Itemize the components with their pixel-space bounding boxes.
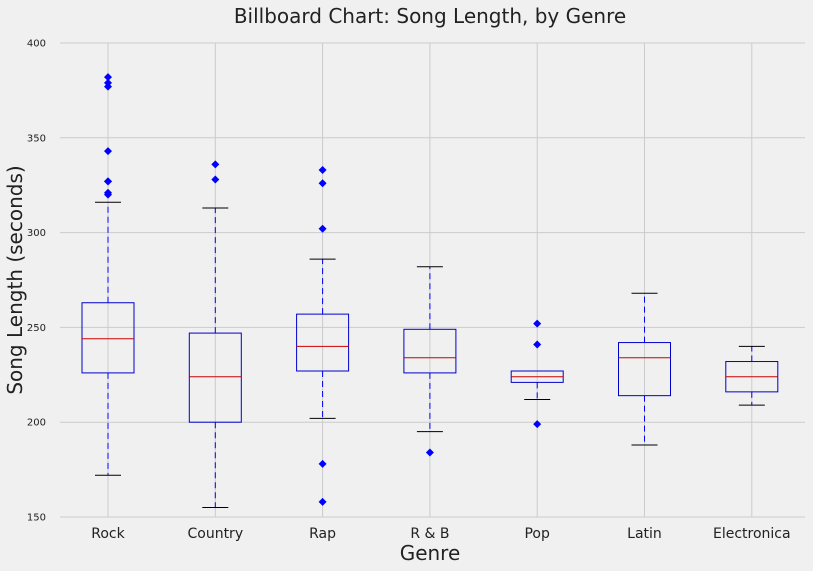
outlier-point	[318, 224, 327, 233]
outlier-point	[104, 177, 112, 186]
iqr-box	[296, 313, 350, 372]
outlier-point	[533, 319, 542, 328]
box-rap	[296, 166, 350, 506]
iqr-box	[403, 328, 457, 374]
box-pop	[510, 319, 564, 429]
y-tick-label: 400	[27, 39, 46, 50]
x-tick-label: Electronica	[713, 526, 791, 542]
y-tick-label: 150	[27, 513, 46, 524]
y-axis-label: Song Length (seconds)	[3, 165, 27, 394]
box-rock	[81, 73, 135, 476]
outlier-point	[533, 420, 542, 429]
chart-title: Billboard Chart: Song Length, by Genre	[234, 4, 626, 28]
outlier-point	[318, 497, 327, 506]
x-axis-categories: Rock Country Rap R & B Pop Latin Electronica	[91, 526, 790, 542]
outlier-point	[533, 340, 542, 349]
outlier-point	[211, 160, 220, 169]
y-tick-label: 350	[27, 133, 46, 144]
x-tick-label: Pop	[524, 526, 550, 542]
x-tick-label: R & B	[410, 526, 449, 542]
grid-lines	[60, 42, 805, 518]
iqr-box	[618, 342, 671, 397]
x-tick-label: Country	[187, 526, 243, 542]
outlier-point	[318, 179, 327, 188]
outlier-point	[318, 459, 327, 468]
outlier-point	[425, 448, 434, 457]
box-r-b	[403, 266, 457, 457]
outlier-point	[104, 147, 112, 156]
y-axis-ticks: 150 200 250 300 350 400	[27, 39, 46, 524]
outlier-point	[104, 78, 112, 87]
iqr-box	[188, 332, 242, 423]
box-series	[81, 73, 779, 509]
iqr-box	[81, 302, 135, 374]
x-tick-label: Rap	[309, 526, 336, 542]
y-tick-label: 300	[27, 228, 46, 239]
x-tick-label: Rock	[91, 526, 125, 542]
box-country	[188, 160, 242, 509]
outlier-point	[318, 166, 327, 175]
outlier-point	[104, 73, 112, 82]
outlier-point	[211, 175, 220, 184]
y-tick-label: 200	[27, 418, 46, 429]
outlier-point	[104, 188, 112, 197]
x-axis-label: Genre	[400, 541, 461, 565]
box-latin	[618, 292, 671, 446]
x-tick-label: Latin	[627, 526, 662, 542]
y-tick-label: 250	[27, 323, 46, 334]
box-electronica	[725, 345, 779, 406]
